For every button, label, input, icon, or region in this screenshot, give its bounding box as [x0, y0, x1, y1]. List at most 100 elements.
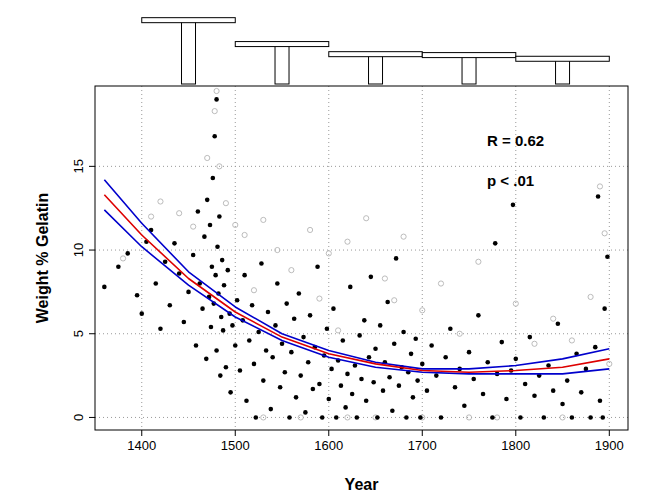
- point: [513, 301, 518, 306]
- point: [371, 380, 376, 385]
- point: [204, 357, 209, 362]
- y-grid-line: [95, 417, 628, 418]
- x-tick-label: 1400: [127, 438, 156, 453]
- point: [569, 338, 574, 343]
- point: [476, 259, 481, 264]
- point: [588, 415, 593, 420]
- bar-cap: [329, 52, 423, 57]
- point: [397, 383, 402, 388]
- point: [275, 247, 280, 252]
- point: [462, 403, 467, 408]
- point: [303, 410, 308, 415]
- point: [542, 415, 547, 420]
- point: [369, 275, 374, 280]
- point: [367, 355, 372, 360]
- point: [287, 415, 292, 420]
- point: [264, 348, 269, 353]
- point: [116, 264, 121, 269]
- fit-line: [104, 210, 609, 374]
- annotation: p < .01: [487, 172, 534, 189]
- axes: 140015001600170018001900051015: [71, 159, 624, 453]
- bar-stem: [462, 55, 476, 84]
- point: [306, 360, 311, 365]
- point: [420, 308, 425, 313]
- point: [228, 390, 233, 395]
- point: [213, 273, 218, 278]
- point: [320, 415, 325, 420]
- point: [261, 415, 266, 420]
- point: [214, 88, 219, 93]
- point: [345, 372, 350, 377]
- point: [251, 288, 256, 293]
- point: [602, 231, 607, 236]
- point: [261, 217, 266, 222]
- point: [270, 355, 275, 360]
- point: [476, 313, 481, 318]
- point: [404, 415, 409, 420]
- point: [202, 234, 207, 239]
- point: [217, 214, 222, 219]
- x-tick: [235, 430, 236, 436]
- point: [317, 382, 322, 387]
- point: [149, 214, 154, 219]
- point: [387, 375, 392, 380]
- point: [250, 303, 255, 308]
- point: [348, 285, 353, 290]
- point: [359, 377, 364, 382]
- point: [600, 415, 605, 420]
- point: [315, 264, 320, 269]
- point: [439, 415, 444, 420]
- point: [343, 405, 348, 410]
- point: [392, 341, 397, 346]
- point: [588, 294, 593, 299]
- point: [546, 363, 551, 368]
- point: [102, 285, 107, 290]
- point: [139, 311, 144, 316]
- point: [326, 397, 331, 402]
- point: [443, 355, 448, 360]
- point: [275, 281, 280, 286]
- x-tick: [609, 430, 610, 436]
- point: [294, 395, 299, 400]
- point: [504, 397, 509, 402]
- y-tick: [89, 250, 95, 251]
- point: [375, 415, 380, 420]
- point: [298, 415, 303, 420]
- point: [256, 330, 261, 335]
- point: [125, 251, 130, 256]
- point: [191, 253, 196, 258]
- point: [551, 388, 556, 393]
- point: [194, 343, 199, 348]
- y-tick: [89, 333, 95, 334]
- fit-line: [104, 195, 609, 372]
- point: [331, 306, 336, 311]
- point: [186, 290, 191, 295]
- point: [182, 320, 187, 325]
- point: [385, 300, 390, 305]
- bar-cap: [516, 56, 610, 61]
- point: [345, 239, 350, 244]
- point: [177, 211, 182, 216]
- y-tick: [89, 166, 95, 167]
- point: [494, 415, 499, 420]
- point: [308, 313, 313, 318]
- point: [596, 194, 601, 199]
- point: [172, 241, 177, 246]
- point: [413, 336, 418, 341]
- point: [278, 385, 283, 390]
- point: [191, 224, 196, 229]
- point: [212, 134, 217, 139]
- point: [411, 395, 416, 400]
- x-axis-label: Year: [345, 476, 379, 493]
- chart: 140015001600170018001900051015YearWeight…: [0, 0, 670, 500]
- y-tick-label: 0: [71, 414, 86, 421]
- x-tick: [515, 430, 516, 436]
- point: [214, 348, 219, 353]
- point: [434, 373, 439, 378]
- point: [235, 298, 240, 303]
- point: [471, 377, 476, 382]
- point: [336, 328, 341, 333]
- point: [373, 347, 378, 352]
- point: [280, 341, 285, 346]
- point: [289, 350, 294, 355]
